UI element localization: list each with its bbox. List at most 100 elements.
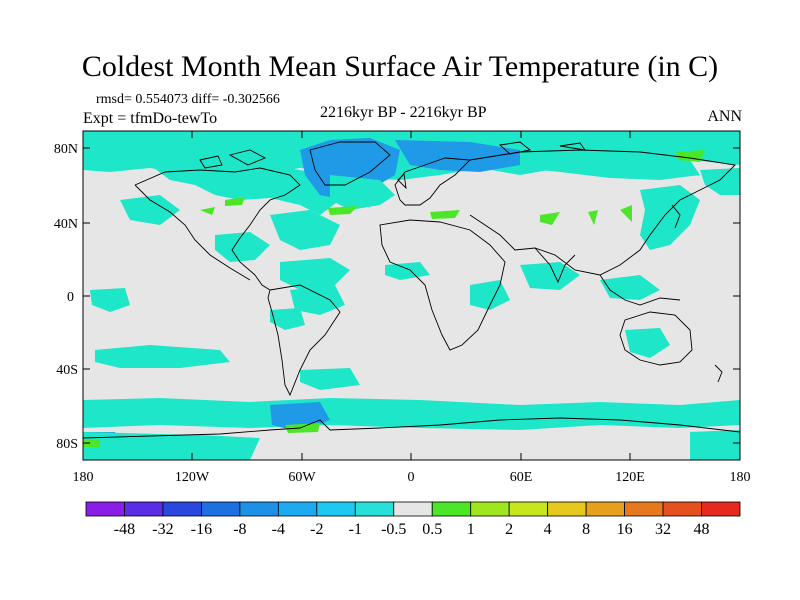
indian-ocean-cyan (520, 262, 580, 290)
colorbar-box (508, 501, 549, 517)
north-america-cyan (150, 160, 340, 215)
green-patch-4 (540, 212, 560, 225)
colorbar-label: -4 (272, 521, 285, 538)
coast-uk (397, 173, 407, 190)
coast-antarctica (83, 417, 740, 439)
colorbar-box (85, 501, 125, 517)
coast-australia (619, 311, 693, 366)
colorbar-box (354, 501, 395, 517)
period-label: 2216kyr BP - 2216kyr BP (320, 104, 487, 121)
colorbar-box (662, 501, 702, 517)
lat-label: 40N (54, 217, 78, 232)
colorbar-box (316, 501, 356, 517)
coast-india (534, 247, 576, 284)
south-atlantic-cyan (270, 308, 305, 330)
green-patch-2 (328, 206, 358, 215)
colorbar-label: -32 (152, 521, 173, 538)
green-patch-8 (200, 207, 215, 215)
colorbar-box (201, 501, 241, 517)
season-label: ANN (707, 108, 742, 125)
antarctic-cyan-band (83, 398, 740, 430)
green-patch-10 (83, 440, 100, 447)
east-africa-cyan (470, 280, 510, 310)
lon-label: 180 (730, 470, 751, 485)
stats-text: rmsd= 0.554073 diff= -0.302566 (96, 92, 280, 107)
eurasia-cyan (520, 148, 700, 180)
map-title: Coldest Month Mean Surface Air Temperatu… (81, 50, 719, 83)
lon-label: 0 (408, 470, 415, 485)
experiment-label: Expt = tfmDo-tewTo (83, 110, 218, 127)
colorbar-labels: -48 -32 -16 -8 -4 -2 -1 -0.5 0.5 1 2 4 8 16 32 48 (114, 521, 710, 538)
east-asia-cyan (640, 185, 700, 250)
colorbar-label: -2 (310, 521, 323, 538)
africa-cyan (385, 262, 430, 280)
green-patch-1 (225, 197, 245, 206)
coast-asia (469, 149, 736, 276)
colorbar-box (162, 501, 202, 517)
east-pacific-cyan (90, 288, 130, 312)
colorbar-box (547, 501, 587, 517)
coast-africa (379, 219, 506, 351)
atlantic-mid-cyan (270, 210, 340, 250)
coast-south-america (267, 284, 341, 397)
colorbar-box (585, 501, 625, 517)
coast-north-america (134, 167, 301, 291)
coast-southeast-asia (599, 274, 681, 306)
south-america-cyan (290, 285, 345, 315)
green-patch-3 (430, 210, 460, 219)
colorbar-label: 16 (617, 521, 633, 538)
colorbar-label: 48 (694, 521, 710, 538)
lat-ticks (83, 147, 740, 444)
colorbar (85, 501, 741, 517)
australia-cyan (625, 328, 670, 358)
lon-label: 60W (288, 470, 316, 485)
green-patch-5 (588, 210, 598, 225)
colorbar-box (239, 501, 279, 517)
antarctic-cyan-east (690, 430, 740, 460)
green-patch-6 (620, 205, 632, 222)
lat-label: 80S (56, 437, 78, 452)
colorbar-box (701, 501, 741, 517)
lat-label: 0 (67, 290, 74, 305)
coast-new-zealand (714, 364, 723, 383)
lat-label: 80N (54, 142, 78, 157)
lat-label: 40S (56, 363, 78, 378)
lon-label: 180 (73, 470, 94, 485)
tropical-atlantic-cyan (280, 258, 350, 290)
lon-ticks (191, 131, 631, 460)
lon-label: 120W (175, 470, 210, 485)
coast-arctic-islands (199, 141, 586, 169)
central-america-cyan (215, 232, 270, 262)
coast-japan (671, 204, 681, 229)
colorbar-label: -0.5 (381, 521, 406, 538)
southern-ocean-cyan-2 (300, 368, 360, 390)
colorbar-label: 2 (505, 521, 513, 538)
colorbar-label: 4 (544, 521, 552, 538)
colorbar-box (624, 501, 664, 517)
colorbar-box (277, 501, 318, 517)
colorbar-label: 8 (582, 521, 590, 538)
coast-greenland (309, 141, 391, 186)
colorbar-box (124, 501, 164, 517)
green-patch-9 (285, 423, 320, 433)
colorbar-box (431, 501, 472, 517)
colorbar-label: -16 (191, 521, 212, 538)
colorbar-label: 0.5 (422, 521, 442, 538)
colorbar-label: -48 (114, 521, 135, 538)
coast-north-america-west (134, 184, 251, 281)
colorbar-box (470, 501, 510, 517)
lon-label: 60E (510, 470, 533, 485)
colorbar-label: -8 (233, 521, 246, 538)
antarctic-cyan-low (83, 432, 260, 460)
green-patch-7 (676, 150, 705, 162)
colorbar-label: -1 (349, 521, 362, 538)
colorbar-label: 1 (467, 521, 475, 538)
pacific-mid-cyan (120, 195, 180, 225)
southern-ocean-cyan-1 (95, 345, 230, 368)
siberia-east-cyan (700, 168, 740, 195)
colorbar-label: 32 (655, 521, 671, 538)
colorbar-box (393, 501, 433, 517)
eurasia-blue (395, 140, 520, 172)
north-atlantic-cyan (330, 175, 395, 210)
